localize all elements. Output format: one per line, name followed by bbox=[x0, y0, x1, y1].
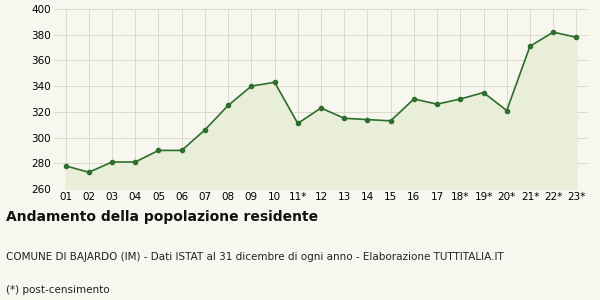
Text: (*) post-censimento: (*) post-censimento bbox=[6, 285, 110, 295]
Text: COMUNE DI BAJARDO (IM) - Dati ISTAT al 31 dicembre di ogni anno - Elaborazione T: COMUNE DI BAJARDO (IM) - Dati ISTAT al 3… bbox=[6, 252, 504, 262]
Text: Andamento della popolazione residente: Andamento della popolazione residente bbox=[6, 210, 318, 224]
